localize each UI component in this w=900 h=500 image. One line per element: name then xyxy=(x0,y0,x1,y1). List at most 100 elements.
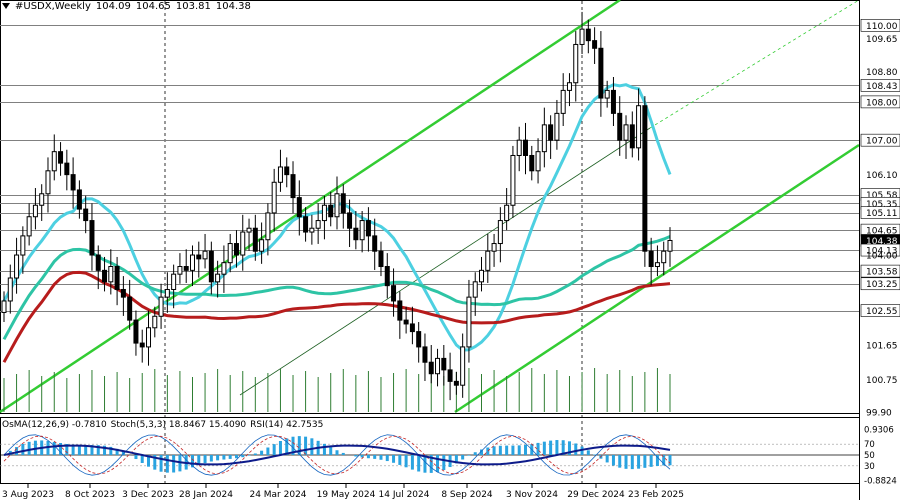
collapse-triangle-icon[interactable] xyxy=(2,3,10,9)
candle-body xyxy=(177,266,183,275)
x-tick-label: 14 Jul 2024 xyxy=(379,490,430,500)
candle-body xyxy=(541,124,547,153)
candle-body xyxy=(441,357,447,371)
x-tick-label: 29 Dec 2024 xyxy=(567,490,625,500)
price-tick-label: 108.00 xyxy=(866,98,898,108)
candle-body xyxy=(365,220,371,237)
price-tick-label: 104.13 xyxy=(866,247,898,257)
candle-body xyxy=(303,216,309,233)
osma-label: OsMA(12,26,9) -0.7810 xyxy=(2,420,107,430)
candle-body xyxy=(45,170,51,195)
candle-body xyxy=(114,266,120,290)
rsi-line xyxy=(3,444,671,466)
channel-projection-line xyxy=(649,0,860,129)
candle-body xyxy=(529,154,535,172)
candle-body xyxy=(32,204,38,218)
candle-body xyxy=(296,197,302,218)
level-price-badge xyxy=(860,243,900,257)
x-tick-label: 8 Oct 2023 xyxy=(65,490,115,500)
candle-body xyxy=(321,204,327,222)
price-tick-label: 105.35 xyxy=(866,200,898,210)
candle-body xyxy=(636,105,642,149)
candle-body xyxy=(585,28,591,42)
symbol-label: #USDX,Weekly xyxy=(15,1,91,12)
candle-body xyxy=(215,273,221,283)
chart-title: #USDX,Weekly 104.09 104.65 103.81 104.38 xyxy=(2,1,256,12)
level-price-badge xyxy=(860,277,900,291)
candle-body xyxy=(95,254,101,271)
candle-body xyxy=(221,262,227,275)
stoch-label: Stoch(5,3,3) 18.8467 15.4090 xyxy=(110,420,247,430)
candle-body xyxy=(384,266,390,287)
candle-body xyxy=(39,193,45,206)
candle-body xyxy=(391,285,397,302)
candle-body xyxy=(353,227,359,241)
candle-body xyxy=(340,193,346,214)
candle-body xyxy=(510,154,516,206)
price-tick-label: 108.43 xyxy=(866,82,898,92)
candle-body xyxy=(497,220,503,245)
candle-body xyxy=(240,231,246,256)
candle-body xyxy=(246,227,252,233)
price-tick-label: 107.00 xyxy=(866,137,898,147)
candle-body xyxy=(164,288,170,298)
candle-body xyxy=(566,82,572,91)
candle-body xyxy=(359,220,365,241)
price-tick-label: 108.80 xyxy=(866,68,898,78)
candle-body xyxy=(378,250,384,268)
candle-body xyxy=(14,254,20,279)
level-price-badge xyxy=(860,304,900,317)
candle-body xyxy=(485,250,491,271)
candle-body xyxy=(617,112,623,141)
candle-body xyxy=(573,43,579,84)
price-tick-label: 104.00 xyxy=(866,252,898,262)
level-price-badge xyxy=(860,95,900,109)
price-tick-label: 103.25 xyxy=(866,280,898,290)
price-tick-label: 103.58 xyxy=(866,268,898,278)
candle-body xyxy=(265,212,271,241)
x-tick-label: 8 Sep 2024 xyxy=(441,490,493,500)
price-tick-label: 109.65 xyxy=(866,35,898,45)
candle-body xyxy=(472,281,478,298)
candle-body xyxy=(491,243,497,252)
channel-lower-line xyxy=(454,143,860,414)
candle-body xyxy=(64,162,70,176)
candle-body xyxy=(416,331,422,348)
candle-body xyxy=(158,296,164,317)
candle-body xyxy=(120,288,126,298)
candle-body xyxy=(447,369,453,382)
candle-body xyxy=(127,296,133,321)
candle-body xyxy=(460,346,466,386)
candle-body xyxy=(403,319,409,325)
candle-body xyxy=(152,315,158,329)
candle-body xyxy=(642,105,648,252)
candle-body xyxy=(466,296,472,348)
level-price-badge xyxy=(860,133,900,147)
candle-body xyxy=(654,262,660,268)
x-tick-label: 19 May 2024 xyxy=(317,490,376,500)
candle-body xyxy=(610,89,616,114)
level-price-badge xyxy=(860,19,900,32)
candle-body xyxy=(328,204,334,218)
osc-tick-label: 30 xyxy=(864,462,875,472)
osc-tick-label: 0.9306 xyxy=(864,425,894,435)
candle-body xyxy=(233,243,239,256)
candle-body xyxy=(26,216,32,237)
price-tick-label: 100.75 xyxy=(866,376,898,386)
price-tick-label: 110.00 xyxy=(866,22,898,32)
candle-body xyxy=(290,174,296,199)
candle-body xyxy=(604,89,610,99)
price-tick-label: 99.90 xyxy=(866,409,892,419)
candle-body xyxy=(89,220,95,256)
candle-body xyxy=(102,269,108,283)
candle-body xyxy=(202,250,208,260)
candle-body xyxy=(70,174,76,191)
candle-body xyxy=(108,266,114,283)
level-price-badge xyxy=(860,79,900,92)
x-tick-label: 28 Jan 2024 xyxy=(179,490,233,500)
candle-body xyxy=(598,47,604,99)
candle-body xyxy=(146,327,152,348)
candle-body xyxy=(535,151,541,172)
level-price-badge xyxy=(860,206,900,219)
